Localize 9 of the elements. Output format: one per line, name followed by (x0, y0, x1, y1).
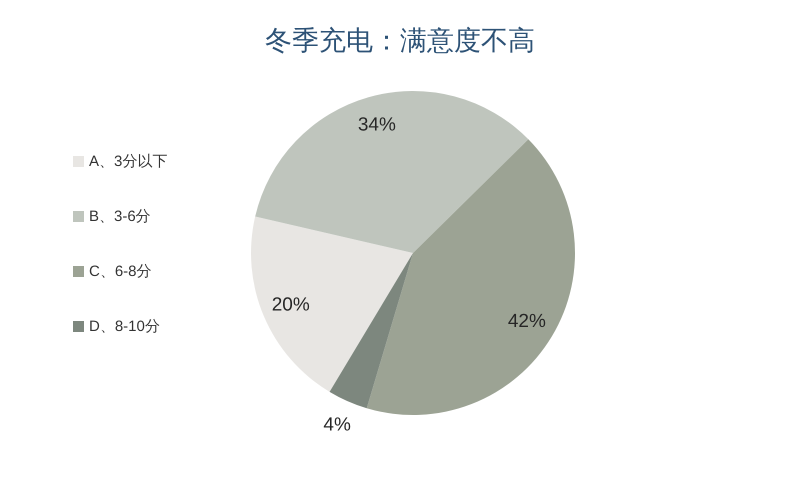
data-label: 4% (323, 414, 351, 436)
legend-label: D、8-10分 (89, 318, 160, 335)
data-label: 20% (272, 294, 310, 316)
chart-title: 冬季充电：满意度不高 (265, 26, 535, 56)
legend-label: A、3分以下 (89, 153, 168, 170)
legend-label: B、3-6分 (89, 208, 151, 225)
data-label: 34% (358, 114, 396, 136)
legend-label: C、6-8分 (89, 263, 152, 280)
data-label: 42% (508, 310, 546, 332)
